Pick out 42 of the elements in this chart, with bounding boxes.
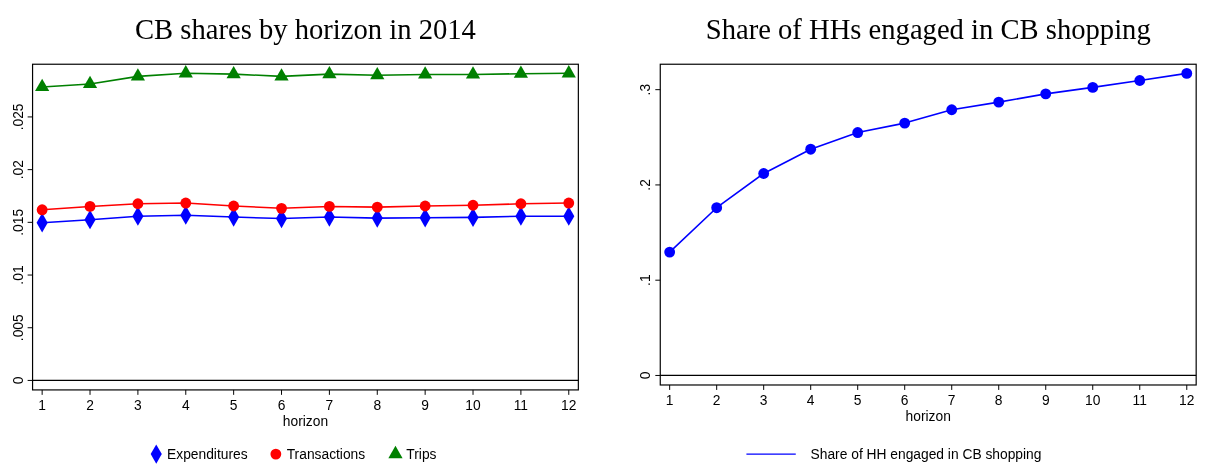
x-tick-label: 2 <box>712 391 721 408</box>
y-tick-label: .025 <box>9 103 26 131</box>
x-tick-label: 5 <box>229 396 238 413</box>
x-axis-title: horizon <box>282 413 329 430</box>
y-tick-label: .1 <box>637 274 654 286</box>
x-tick-label: 9 <box>421 396 430 413</box>
x-tick-label: 3 <box>759 391 768 408</box>
chart-title: Share of HHs engaged in CB shopping <box>705 12 1151 45</box>
y-tick-label: .2 <box>637 179 654 191</box>
x-axis-title: horizon <box>905 408 951 425</box>
x-tick-label: 6 <box>900 391 909 408</box>
y-tick-label: 0 <box>637 371 654 380</box>
x-tick-label: 1 <box>665 391 674 408</box>
x-tick-label: 7 <box>325 396 334 413</box>
y-tick-label: .02 <box>9 160 26 180</box>
legend-label: Expenditures <box>167 446 248 463</box>
x-tick-label: 6 <box>277 396 286 413</box>
x-tick-label: 11 <box>513 396 529 413</box>
legend-label: Transactions <box>286 446 366 463</box>
y-tick-label: .015 <box>9 208 26 236</box>
x-tick-label: 12 <box>1179 391 1195 408</box>
y-tick-label: 0 <box>9 376 26 385</box>
x-tick-label: 2 <box>86 396 94 413</box>
y-tick-label: .005 <box>9 313 26 342</box>
x-tick-label: 9 <box>1041 391 1050 408</box>
y-tick-label: .3 <box>637 83 654 96</box>
x-tick-label: 7 <box>947 391 956 408</box>
x-tick-label: 10 <box>1085 391 1101 408</box>
y-tick-label: .01 <box>9 265 26 285</box>
x-tick-label: 8 <box>373 396 382 413</box>
x-tick-label: 5 <box>853 391 862 408</box>
x-tick-label: 8 <box>994 391 1003 408</box>
x-tick-label: 4 <box>806 391 815 408</box>
legend-label: Trips <box>406 446 437 463</box>
x-tick-label: 10 <box>465 396 482 413</box>
legend-label: Share of HH engaged in CB shopping <box>810 446 1042 463</box>
x-tick-label: 11 <box>1132 391 1147 408</box>
x-tick-label: 12 <box>561 396 577 413</box>
x-tick-label: 1 <box>38 396 46 413</box>
x-tick-label: 3 <box>134 396 143 413</box>
x-tick-label: 4 <box>181 396 190 413</box>
chart-title: CB shares by horizon in 2014 <box>135 12 476 45</box>
